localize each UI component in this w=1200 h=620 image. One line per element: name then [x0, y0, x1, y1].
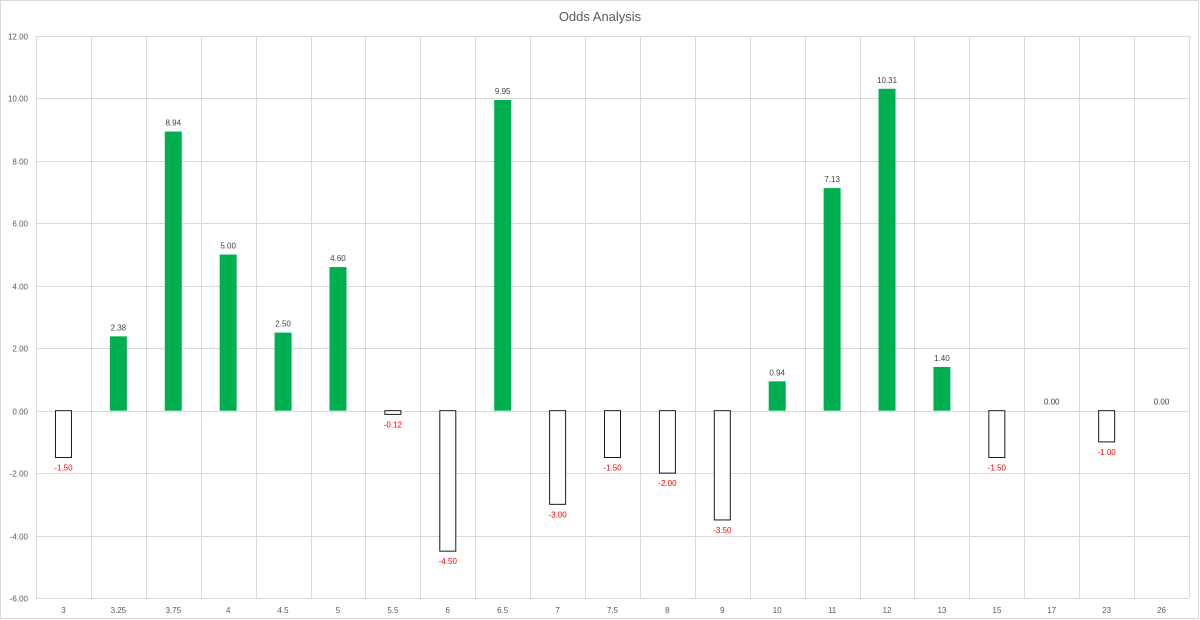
x-tick-label: 4	[226, 606, 231, 615]
data-label: -3.50	[713, 526, 732, 535]
bar	[823, 188, 841, 411]
y-tick-label: -6.00	[10, 595, 29, 604]
data-label: -4.50	[439, 557, 458, 566]
data-label: 4.60	[330, 254, 346, 263]
x-tick-label: 4.5	[278, 606, 290, 615]
y-tick-label: 6.00	[12, 220, 28, 229]
data-label: 0.00	[1044, 398, 1060, 407]
bar	[549, 410, 567, 505]
data-label: -1.50	[54, 464, 73, 473]
y-tick-label: 12.00	[8, 33, 29, 42]
x-tick-label: 12	[883, 606, 892, 615]
y-tick-label: -4.00	[10, 533, 29, 542]
x-tick-label: 13	[937, 606, 946, 615]
bar	[933, 366, 951, 411]
y-tick-label: 2.00	[12, 345, 28, 354]
x-tick-label: 3.75	[165, 606, 181, 615]
x-tick-label: 3.25	[111, 606, 127, 615]
x-tick-label: 17	[1047, 606, 1056, 615]
data-label: 5.00	[220, 242, 236, 251]
x-tick-label: 7	[555, 606, 560, 615]
data-label: -3.00	[548, 510, 567, 519]
data-label: 1.40	[934, 354, 950, 363]
y-tick-label: 4.00	[12, 283, 28, 292]
data-label: 2.50	[275, 320, 291, 329]
data-label: 2.38	[111, 323, 127, 332]
bar	[988, 410, 1006, 458]
x-tick-label: 23	[1102, 606, 1111, 615]
bar	[164, 131, 182, 411]
data-labels: -1.50 2.38 8.94 5.00 2.50 4.60 -0.12 -4.50 9.95 -…	[54, 76, 1170, 566]
data-label: 8.94	[165, 119, 181, 128]
bar	[1098, 410, 1116, 443]
x-tick-label: 6.5	[497, 606, 509, 615]
bar	[658, 410, 676, 474]
data-label: -2.00	[658, 479, 677, 488]
bars	[54, 88, 1116, 552]
y-tick-label: 8.00	[12, 158, 28, 167]
x-tick-label: 6	[446, 606, 451, 615]
x-tick-label: 9	[720, 606, 725, 615]
gridlines	[36, 36, 1190, 599]
x-tick-label: 5.5	[387, 606, 399, 615]
x-tick-label: 15	[992, 606, 1001, 615]
data-label: 10.31	[877, 76, 898, 85]
y-tick-label: 10.00	[8, 95, 29, 104]
bar	[604, 410, 621, 458]
bar	[219, 254, 237, 411]
x-tick-label: 8	[665, 606, 670, 615]
x-tick-label: 10	[773, 606, 782, 615]
bar	[768, 381, 786, 411]
data-label: -0.12	[384, 420, 403, 429]
y-tick-label: -2.00	[10, 470, 29, 479]
x-tick-label: 11	[828, 606, 837, 615]
bar	[713, 410, 731, 521]
data-label: 0.00	[1154, 398, 1170, 407]
x-tick-label: 5	[336, 606, 341, 615]
data-label: 7.13	[824, 175, 840, 184]
bar	[878, 88, 896, 411]
bar	[384, 410, 402, 415]
x-tick-label: 7.5	[607, 606, 619, 615]
bar	[54, 410, 72, 458]
bar	[109, 336, 127, 411]
data-label: -1.50	[988, 464, 1007, 473]
data-label: -1.50	[603, 464, 622, 473]
bar	[274, 332, 292, 411]
x-axis-ticks: 3 3.25 3.75 4 4.5 5 5.5 6 6.5 7 7.5 8 9 10 11 12 13 15 17 2…	[61, 606, 1166, 615]
y-axis-ticks: -6.00 -4.00 -2.00 0.00 2.00 4.00 6.00 8.00 10.00…	[8, 33, 29, 604]
x-tick-label: 3	[61, 606, 66, 615]
bar	[329, 267, 347, 411]
y-tick-label: 0.00	[12, 408, 28, 417]
x-tick-label: 26	[1157, 606, 1166, 615]
data-label: -1.00	[1098, 448, 1117, 457]
bar	[439, 410, 457, 552]
chart-title: Odds Analysis	[559, 9, 642, 24]
data-label: 9.95	[495, 87, 511, 96]
bar	[494, 100, 512, 411]
data-label: 0.94	[769, 368, 785, 377]
